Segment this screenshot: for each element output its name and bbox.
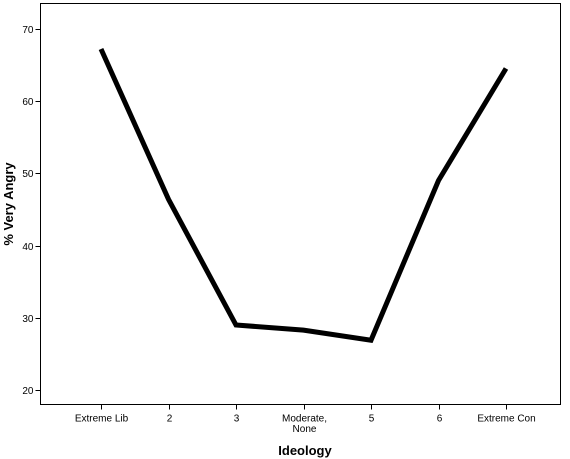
y-tick-label: 20 [22, 386, 34, 397]
y-tick-label: 70 [22, 25, 34, 36]
y-axis-title: % Very Angry [1, 162, 16, 246]
series-layer [98, 47, 509, 343]
x-tick-label: 3 [234, 414, 240, 425]
y-tick-label: 50 [22, 169, 34, 180]
y-tick-label: 60 [22, 97, 34, 108]
x-tick-label: Extreme Con [477, 414, 535, 425]
x-tick-label: Moderate, None [282, 414, 327, 436]
x-tick-label: 2 [167, 414, 173, 425]
x-tick-label: 6 [437, 414, 443, 425]
y-tick-label: 30 [22, 314, 34, 325]
x-tick-label: 5 [369, 414, 375, 425]
y-tick-label: 40 [22, 242, 34, 253]
x-axis-title: Ideology [278, 443, 332, 458]
series-line [98, 47, 509, 343]
x-tick-label: Extreme Lib [75, 414, 129, 425]
x-axis: Extreme Lib 2 3 Moderate, None 5 6 Extreme Con [75, 404, 536, 436]
y-axis: 20 30 40 50 60 70 [22, 25, 41, 397]
plot-frame [40, 3, 561, 405]
